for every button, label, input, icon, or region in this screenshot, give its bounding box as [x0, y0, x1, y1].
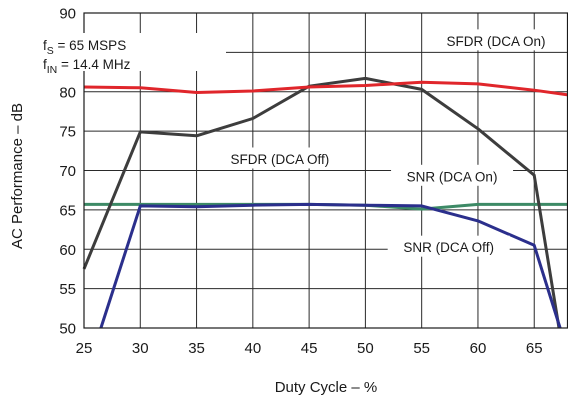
x-axis-title: Duty Cycle – % [275, 379, 378, 396]
snr-dca-off-label-bg [387, 235, 510, 257]
condition-annotations: fS = 65 MSPS fIN = 14.4 MHz [30, 33, 226, 76]
snr-dca-off-label: SNR (DCA Off) [403, 240, 494, 255]
y-tick-label: 60 [59, 242, 76, 259]
x-tick-label: 40 [244, 340, 261, 357]
y-tick-label: 80 [59, 84, 76, 101]
x-tick-label: 25 [76, 340, 93, 357]
y-tick-label: 50 [59, 321, 76, 338]
fin-annotation: fIN = 14.4 MHz [43, 57, 131, 76]
series-lines [82, 76, 568, 329]
x-tick-label: 30 [132, 340, 149, 357]
y-tick-label: 70 [59, 163, 76, 180]
x-tick-label: 55 [413, 340, 430, 357]
y-tick-label: 90 [59, 6, 76, 23]
annotation-background [30, 33, 226, 71]
fs-annotation: fS = 65 MSPS [43, 38, 126, 57]
y-tick-label: 75 [59, 124, 76, 141]
x-tick-label: 65 [526, 340, 543, 357]
y-tick-label: 65 [59, 202, 76, 219]
x-tick-label: 45 [301, 340, 318, 357]
sfdr-dca-on-line [83, 80, 568, 97]
x-tick-label: 50 [357, 340, 374, 357]
sfdr-dca-on-label: SFDR (DCA On) [446, 34, 545, 49]
x-tick-label: 60 [470, 340, 487, 357]
snr-dca-off-line [99, 202, 562, 329]
sfdr-dca-on-label-bg [432, 29, 559, 51]
snr-dca-on-label: SNR (DCA On) [407, 169, 498, 184]
sfdr-dca-off-label-bg [216, 147, 344, 169]
series-labels: SFDR (DCA On) SFDR (DCA Off) SNR (DCA On) S… [216, 29, 559, 257]
x-tick-label: 35 [188, 340, 205, 357]
sfdr-dca-off-label: SFDR (DCA Off) [230, 152, 329, 167]
y-axis-title: AC Performance – dB [9, 103, 26, 249]
snr-dca-on-label-bg [391, 164, 514, 186]
sfdr-dca-off-line [82, 76, 561, 329]
y-tick-label: 55 [59, 281, 76, 298]
